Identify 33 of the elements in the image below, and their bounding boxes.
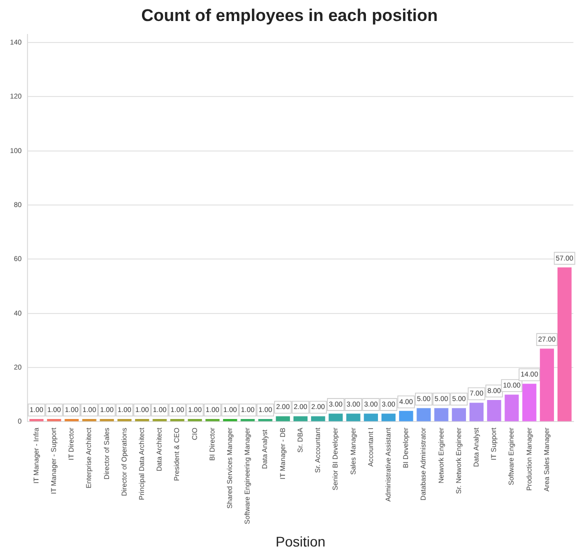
bar	[117, 418, 132, 422]
bar	[434, 408, 448, 422]
bar	[293, 416, 308, 422]
bar	[328, 414, 343, 422]
bar	[504, 394, 519, 422]
bar	[557, 267, 572, 422]
bar	[452, 408, 466, 422]
bar	[223, 418, 238, 422]
bar	[205, 418, 220, 422]
bar	[399, 410, 414, 422]
bar	[522, 384, 536, 422]
bar	[170, 418, 184, 422]
bar	[29, 418, 44, 422]
chart-title: Count of employees in each position	[141, 6, 438, 25]
bar	[346, 414, 360, 422]
bar	[64, 418, 79, 422]
bar	[188, 418, 202, 422]
bar	[258, 418, 272, 422]
bar	[540, 348, 554, 422]
bar	[381, 414, 396, 422]
bar	[276, 416, 290, 422]
bar	[135, 418, 150, 422]
x-axis-title: Position	[276, 533, 326, 550]
bar	[311, 416, 326, 422]
bar	[416, 408, 431, 422]
bar	[47, 418, 62, 422]
bar	[364, 414, 378, 422]
bar	[100, 418, 114, 422]
bar	[82, 418, 96, 422]
bar	[240, 418, 255, 422]
bar	[152, 418, 167, 422]
bar	[469, 402, 484, 422]
bar	[487, 400, 502, 422]
